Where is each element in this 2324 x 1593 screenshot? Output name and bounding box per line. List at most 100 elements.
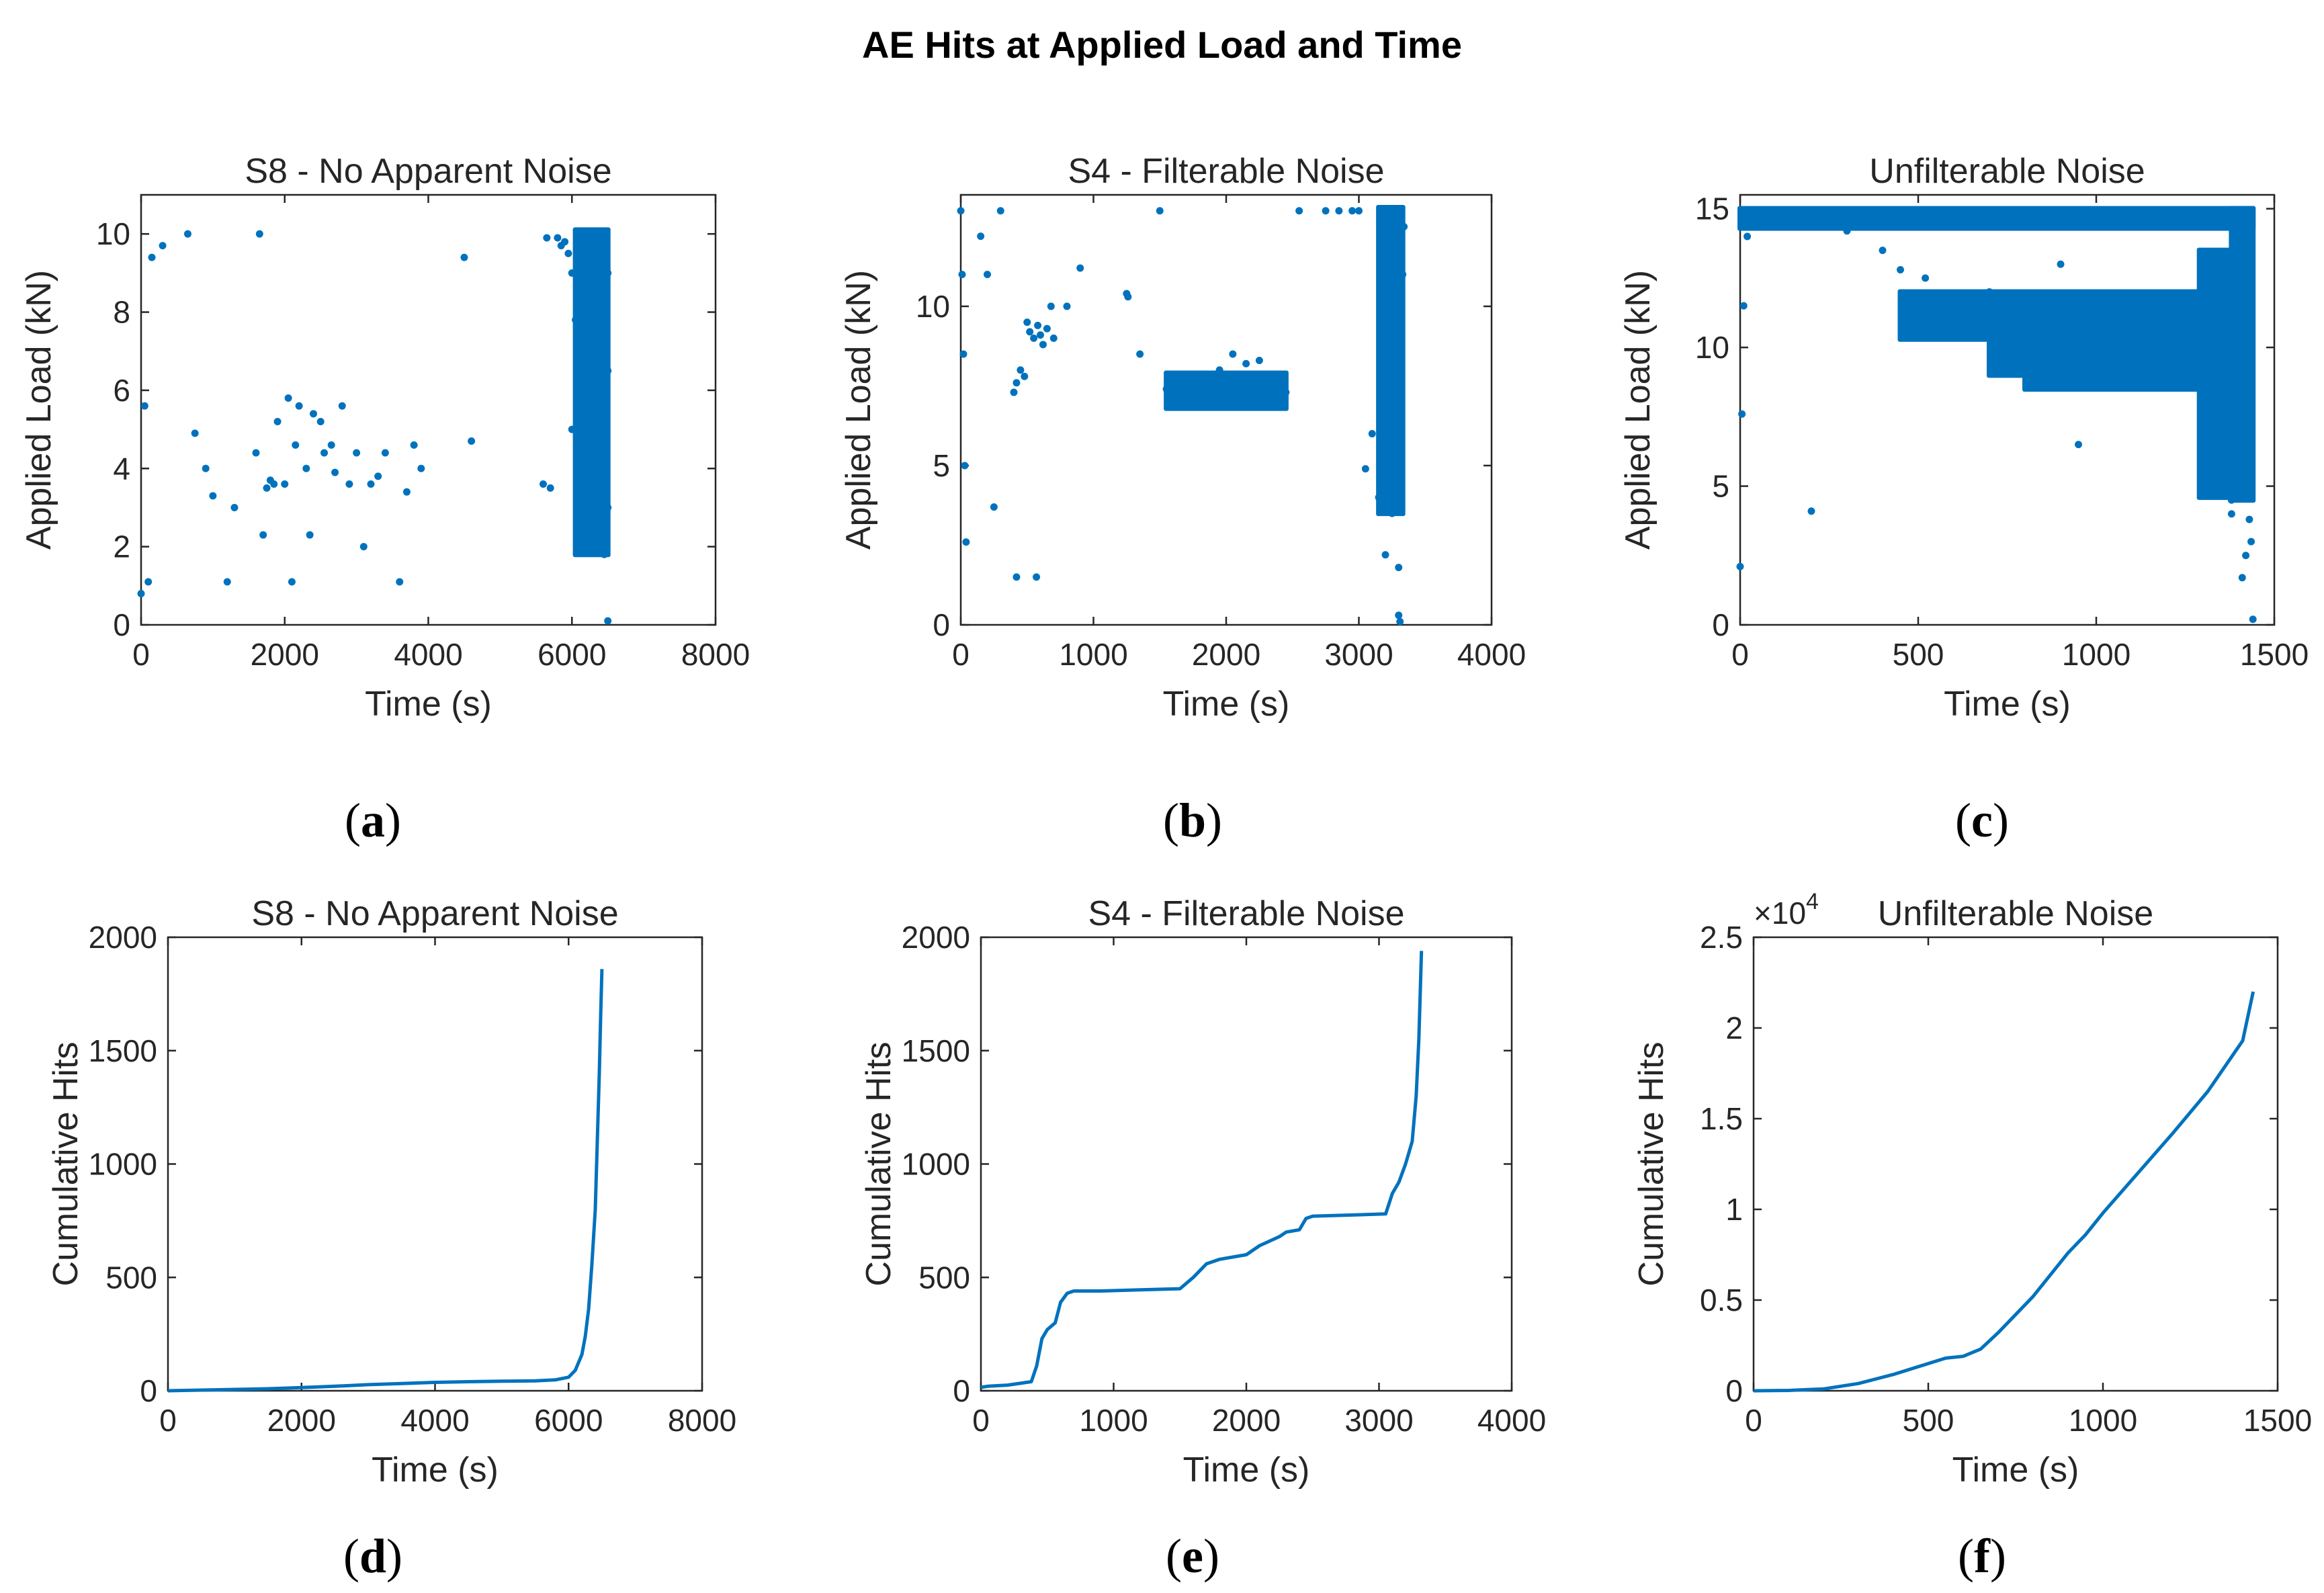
data-point-a-24: [306, 531, 314, 539]
x-tick-label-d-3: 6000: [534, 1403, 603, 1438]
data-point-a-79: [597, 328, 605, 336]
x-tick-label-d-2: 4000: [400, 1403, 469, 1438]
data-point-a-13: [259, 531, 267, 539]
data-point-b-51: [1156, 207, 1164, 215]
plot-area-b: [957, 204, 1408, 626]
data-point-a-54: [575, 245, 583, 253]
data-point-c-19: [1936, 333, 1944, 341]
data-point-b-6: [1013, 379, 1021, 387]
data-point-a-75: [604, 367, 612, 375]
y-tick-label-c-2: 10: [1695, 330, 1729, 365]
y-tick-label-f-1: 0.5: [1700, 1283, 1743, 1318]
data-point-c-9: [2249, 615, 2257, 623]
chart-e: 0 1000 2000 3000 4000 0 500 1000 1500 2000 S4 - Fi…: [859, 894, 1546, 1490]
panel-label-d-text: d: [359, 1529, 387, 1583]
data-point-c-18: [1922, 274, 1930, 282]
figure-title: AE Hits at Applied Load and Time: [862, 24, 1462, 66]
data-point-a-20: [288, 578, 296, 586]
series-line-e: [980, 951, 1424, 1389]
data-point-a-49: [564, 249, 572, 257]
data-point-b-10: [1026, 328, 1034, 336]
data-point-a-50: [568, 425, 576, 433]
data-point-a-17: [273, 417, 282, 425]
y-tick-label-b-0: 0: [933, 607, 950, 642]
y-axis-label-c: Applied Load (kN): [1619, 270, 1658, 550]
data-point-a-23: [302, 464, 310, 472]
x-tick-label-a-0: 0: [132, 637, 150, 672]
series-line-d: [167, 969, 604, 1393]
dense-hit-cluster-c-0: [1737, 206, 2256, 231]
data-point-a-53: [575, 441, 583, 449]
data-point-b-66: [1396, 617, 1404, 626]
dense-hit-cluster-c-3: [1987, 336, 2252, 378]
data-point-a-11: [252, 449, 260, 457]
chart-d: 0 2000 4000 6000 8000 0 500 1000 1500 2000 S8 - No…: [46, 894, 736, 1490]
data-point-b-8: [1021, 372, 1029, 380]
data-point-b-37: [1215, 366, 1223, 374]
data-point-b-1: [958, 271, 966, 279]
x-tick-label-b-0: 0: [952, 637, 970, 672]
x-tick-label-e-4: 4000: [1477, 1403, 1546, 1438]
data-point-b-28: [1169, 398, 1177, 406]
data-point-b-67: [1397, 318, 1406, 327]
data-point-b-44: [1262, 382, 1270, 390]
y-tick-label-e-2: 1000: [902, 1147, 970, 1182]
data-point-b-21: [1063, 302, 1071, 310]
x-axis-label-d: Time (s): [372, 1451, 499, 1490]
axis-multiplier-f: ×104: [1754, 889, 1819, 931]
x-tick-label-d-0: 0: [159, 1403, 177, 1438]
y-tick-label-f-3: 1.5: [1700, 1101, 1743, 1136]
data-point-c-6: [2238, 574, 2246, 582]
data-point-b-20: [990, 503, 998, 511]
data-point-c-13: [2235, 454, 2243, 462]
axes-box-a: [140, 193, 717, 626]
x-axis-label-f: Time (s): [1952, 1451, 2079, 1490]
data-point-b-3: [961, 462, 969, 470]
axes-box-f: [1752, 936, 2279, 1392]
data-point-b-41: [1242, 359, 1250, 368]
data-point-a-18: [281, 480, 289, 488]
data-point-a-68: [597, 238, 605, 246]
data-point-a-35: [374, 472, 382, 480]
data-point-a-39: [410, 441, 418, 449]
data-point-a-25: [310, 410, 317, 418]
data-point-b-22: [1076, 264, 1084, 272]
data-point-a-74: [604, 503, 612, 511]
data-point-c-20: [1957, 316, 1965, 324]
panel-label-a: (a): [345, 793, 401, 847]
data-point-a-56: [578, 288, 587, 296]
x-axis-label-a: Time (s): [365, 685, 492, 724]
data-point-b-2: [959, 350, 967, 358]
data-point-b-12: [1034, 321, 1042, 329]
y-axis-label-b: Applied Load (kN): [839, 270, 878, 550]
data-point-b-58: [1368, 430, 1376, 438]
data-point-a-42: [468, 437, 476, 445]
plot-area-d: [167, 969, 604, 1393]
data-point-a-40: [417, 464, 425, 472]
data-point-b-55: [1348, 207, 1357, 215]
data-point-a-7: [202, 464, 210, 472]
data-point-b-34: [1196, 398, 1203, 406]
x-tick-label-c-3: 1500: [2240, 637, 2309, 672]
data-point-a-26: [316, 417, 325, 425]
x-axis-label-c: Time (s): [1944, 685, 2071, 724]
data-point-b-24: [1124, 293, 1132, 301]
data-point-b-53: [1322, 207, 1330, 215]
data-point-c-8: [2245, 515, 2253, 523]
panel-label-c-text: c: [1971, 793, 1993, 847]
data-point-b-26: [1162, 385, 1170, 393]
data-point-a-0: [137, 589, 145, 597]
y-tick-label-e-1: 500: [918, 1260, 970, 1295]
data-point-b-47: [1282, 388, 1290, 396]
chart-title-d: S8 - No Apparent Noise: [251, 894, 618, 933]
data-point-a-73: [600, 550, 608, 558]
panel-label-d: (d): [343, 1529, 402, 1583]
y-tick-label-c-0: 0: [1712, 607, 1729, 642]
data-point-a-37: [396, 578, 404, 586]
data-point-b-40: [1236, 379, 1244, 387]
data-point-b-69: [1400, 222, 1408, 230]
data-point-a-80: [593, 277, 601, 285]
data-point-a-78: [600, 406, 608, 414]
panel-label-f: (f): [1958, 1529, 2006, 1583]
data-point-c-7: [2242, 552, 2250, 560]
